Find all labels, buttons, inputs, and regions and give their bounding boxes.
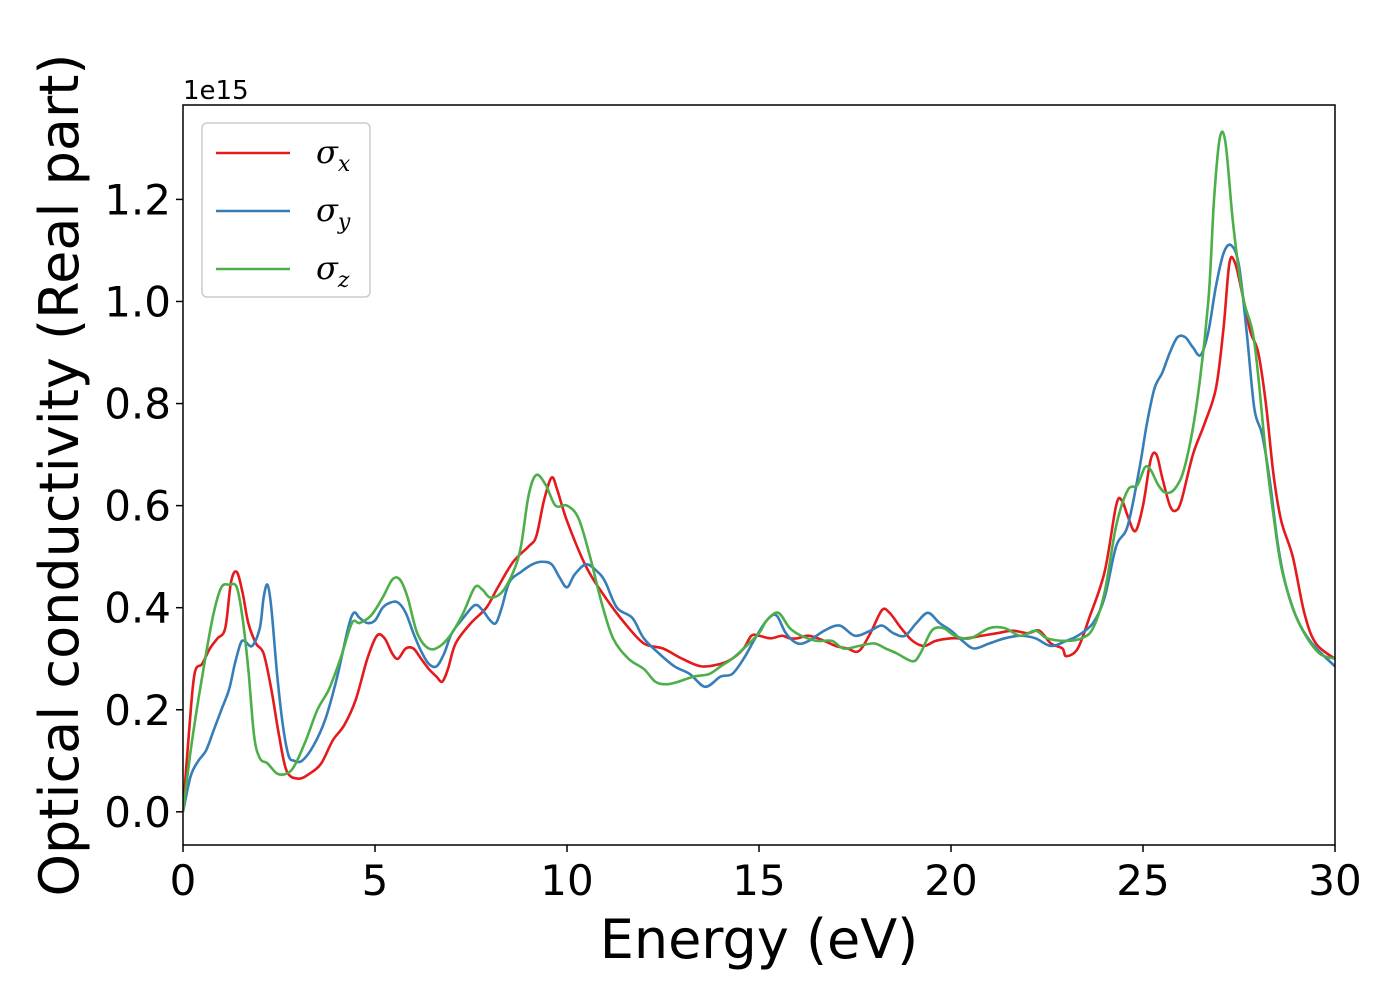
y-tick-label: 0.2 — [104, 686, 171, 735]
legend-label-sigma-z: σz — [316, 249, 350, 293]
y-tick-label: 0.8 — [104, 380, 171, 429]
x-axis-label: Energy (eV) — [600, 908, 919, 971]
series-line-sigma-z — [183, 130, 1335, 812]
y-tick-label: 1.0 — [104, 277, 171, 326]
y-axis-label: Optical conductivity (Real part) — [28, 54, 91, 897]
y-tick-label: 0.6 — [104, 482, 171, 531]
y-axis-offset-label: 1e15 — [183, 76, 249, 106]
y-tick-label: 0.4 — [104, 584, 171, 633]
legend-label-sigma-y: σy — [316, 191, 351, 235]
y-tick-label: 1.2 — [104, 175, 171, 224]
x-tick-label: 5 — [362, 856, 389, 905]
y-axis-ticks: 0.0 0.2 0.4 0.6 0.8 1.0 1.2 — [104, 175, 183, 837]
x-tick-label: 25 — [1116, 856, 1169, 905]
series-layer — [183, 130, 1335, 813]
x-tick-label: 0 — [170, 856, 197, 905]
y-tick-label: 0.0 — [104, 788, 171, 837]
legend: σx σy σz — [201, 122, 371, 298]
series-line-sigma-y — [183, 243, 1335, 813]
x-tick-label: 20 — [924, 856, 977, 905]
x-tick-label: 15 — [732, 856, 785, 905]
series-line-sigma-x — [183, 255, 1335, 812]
x-axis-ticks: 0 5 10 15 20 25 30 — [170, 845, 1362, 905]
x-tick-label: 30 — [1308, 856, 1361, 905]
legend-label-sigma-x: σx — [316, 133, 351, 177]
x-tick-label: 10 — [540, 856, 593, 905]
